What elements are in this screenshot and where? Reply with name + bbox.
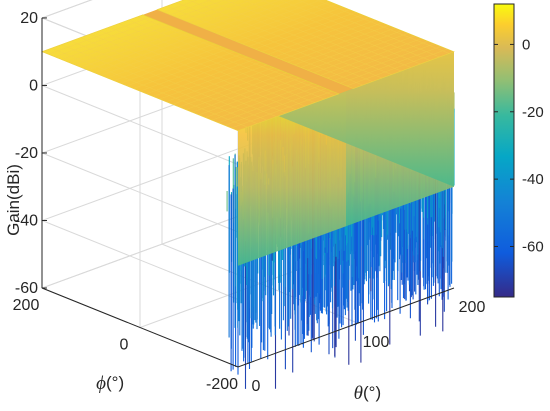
z-tick-label: -60 bbox=[15, 280, 38, 297]
colorbar-ticks: 0 -20 -40 -60 bbox=[494, 36, 544, 255]
z-axis-label: Gain(dBi) bbox=[4, 164, 23, 236]
y-axis-symbol: ϕ bbox=[96, 373, 106, 394]
z-tick-label: 0 bbox=[29, 77, 38, 94]
colorbar-tick-label: 0 bbox=[522, 36, 530, 53]
colorbar-tick-label: -20 bbox=[522, 104, 544, 121]
surface-mesh-lines bbox=[41, 0, 455, 131]
surface-skirt bbox=[238, 91, 346, 266]
y-tick-label: 200 bbox=[13, 297, 40, 314]
y-tick-label: -200 bbox=[206, 376, 238, 393]
z-tick-label: -40 bbox=[15, 212, 38, 229]
z-tick-label: 20 bbox=[20, 10, 38, 27]
x-axis-label: θ (°) bbox=[354, 383, 381, 404]
colorbar-gradient bbox=[493, 3, 515, 298]
x-tick-label: 100 bbox=[363, 334, 390, 351]
y-axis-label: ϕ (°) bbox=[96, 373, 124, 394]
x-axis-symbol: θ bbox=[354, 383, 363, 404]
colorbar: 0 -20 -40 -60 bbox=[493, 3, 544, 298]
surface-mesh bbox=[41, 0, 455, 389]
surface-null-trough bbox=[138, 7, 358, 96]
x-axis-unit: (°) bbox=[363, 383, 381, 402]
colorbar-tick-label: -60 bbox=[522, 238, 544, 255]
x-tick-label: 0 bbox=[252, 378, 261, 395]
y-axis-unit: (°) bbox=[106, 373, 124, 392]
y-tick-label: 0 bbox=[120, 337, 129, 354]
z-tick-label: -20 bbox=[15, 145, 38, 162]
x-tick-label: 200 bbox=[459, 299, 486, 316]
colorbar-tick-label: -40 bbox=[522, 171, 544, 188]
